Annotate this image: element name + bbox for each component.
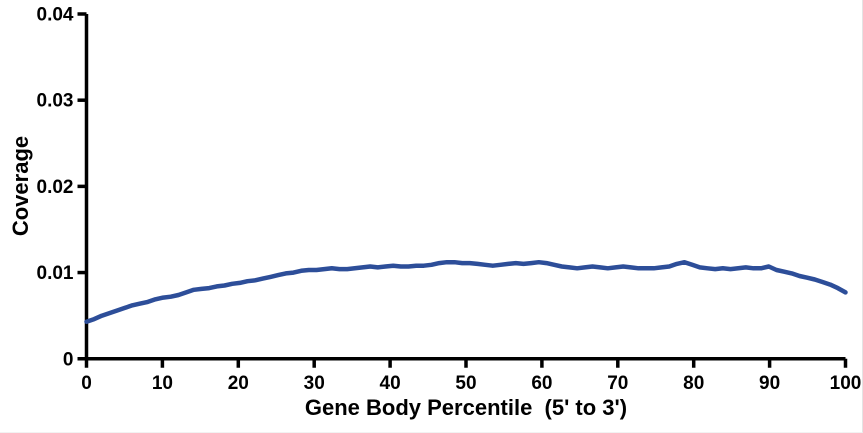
x-tick-label: 20 [228, 373, 249, 394]
coverage-line [84, 259, 848, 324]
x-tick-label: 50 [455, 373, 476, 394]
x-tick-label: 80 [683, 373, 704, 394]
y-tick-label: 0.01 [37, 263, 74, 284]
y-tick-label: 0 [63, 349, 74, 370]
x-tick-label: 100 [830, 373, 862, 394]
axes-frame [84, 14, 846, 361]
x-tick-label: 90 [759, 373, 780, 394]
y-tick-label: 0.04 [37, 5, 74, 26]
x-tick-label: 70 [607, 373, 628, 394]
x-tick-label: 60 [531, 373, 552, 394]
x-tick-label: 40 [380, 373, 401, 394]
y-tick-label: 0.02 [37, 177, 74, 198]
x-tick-label: 0 [81, 373, 92, 394]
y-tick-label: 0.03 [37, 91, 74, 112]
x-tick-label: 30 [304, 373, 325, 394]
x-axis-title: Gene Body Percentile (5' to 3') [304, 395, 628, 420]
x-tick-label: 10 [152, 373, 173, 394]
y-axis-title: Coverage [8, 135, 33, 237]
